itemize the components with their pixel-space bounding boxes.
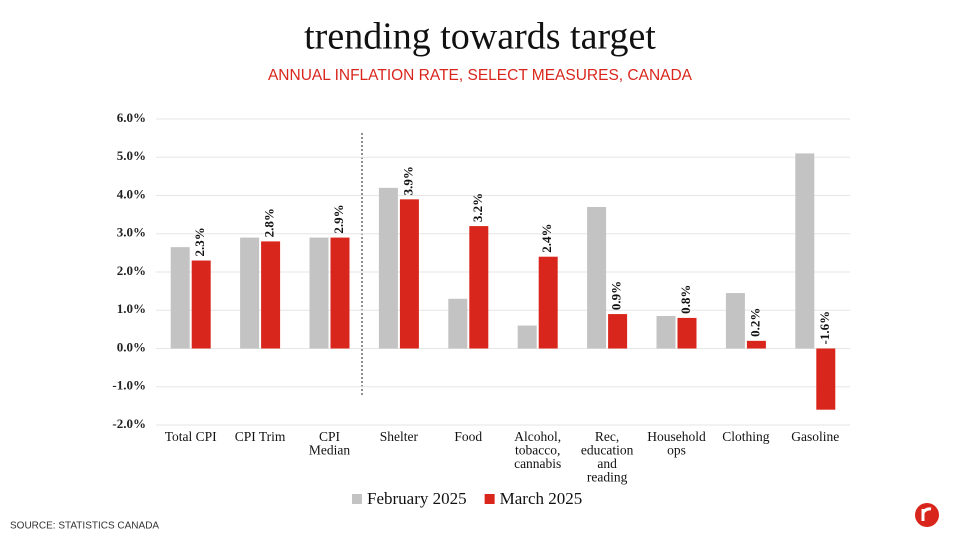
x-tick-label: Gasoline xyxy=(791,429,839,444)
y-tick-label: 5.0% xyxy=(117,148,146,163)
source: SOURCE: STATISTICS CANADA xyxy=(10,521,159,532)
bar xyxy=(587,206,607,349)
y-tick-label: 1.0% xyxy=(117,301,146,316)
x-tick-label: CPI Trim xyxy=(235,429,286,444)
bar xyxy=(309,237,329,349)
x-tick-label: Household ops xyxy=(647,429,706,458)
bar xyxy=(746,340,766,349)
legend-label: March 2025 xyxy=(500,489,583,508)
logo xyxy=(915,503,939,527)
bar xyxy=(170,247,190,349)
bar xyxy=(608,314,628,349)
bar xyxy=(517,325,537,349)
y-tick-label: 4.0% xyxy=(117,186,146,201)
chart-title: trending towards target xyxy=(304,16,656,58)
value-label: 3.2% xyxy=(470,193,485,222)
value-label: 2.3% xyxy=(192,227,207,256)
value-label: 0.2% xyxy=(747,308,762,337)
legend-swatch xyxy=(484,494,495,504)
bar xyxy=(816,348,836,410)
value-label: -1.6% xyxy=(817,311,832,345)
x-tick-label: Food xyxy=(454,429,482,444)
bar xyxy=(378,187,398,349)
bar xyxy=(191,260,211,349)
x-tick-label: Total CPI xyxy=(165,429,217,444)
bar xyxy=(538,256,558,349)
y-tick-label: 2.0% xyxy=(117,263,146,278)
chart-subtitle: ANNUAL INFLATION RATE, SELECT MEASURES, … xyxy=(268,67,693,84)
value-label: 0.8% xyxy=(678,285,693,314)
legend-swatch xyxy=(352,494,362,504)
bar xyxy=(330,237,350,349)
bar xyxy=(469,226,489,349)
y-tick-label: -2.0% xyxy=(112,416,146,431)
y-tick-label: 0.0% xyxy=(117,339,146,354)
bar xyxy=(261,241,281,349)
x-tick-label: Clothing xyxy=(722,429,770,444)
bar xyxy=(677,317,697,349)
legend-label: February 2025 xyxy=(367,489,467,508)
x-tick-label: Alcohol, tobacco, cannabis xyxy=(514,429,561,471)
bar xyxy=(795,153,815,349)
bar xyxy=(399,199,419,349)
x-tick-label: Rec, education and reading xyxy=(581,429,634,485)
value-label: 2.9% xyxy=(331,204,346,233)
value-label: 2.4% xyxy=(539,223,554,252)
bar xyxy=(240,237,260,349)
y-tick-label: 6.0% xyxy=(117,110,146,125)
value-label: 3.9% xyxy=(400,166,415,195)
value-label: 2.8% xyxy=(262,208,277,237)
bar xyxy=(656,315,676,349)
x-tick-label: CPI Median xyxy=(309,429,350,458)
y-tick-label: -1.0% xyxy=(112,378,146,393)
x-tick-label: Shelter xyxy=(380,429,419,444)
y-tick-label: 3.0% xyxy=(117,225,146,240)
value-label: 0.9% xyxy=(609,281,624,310)
bar xyxy=(448,298,468,349)
bar xyxy=(725,293,745,349)
